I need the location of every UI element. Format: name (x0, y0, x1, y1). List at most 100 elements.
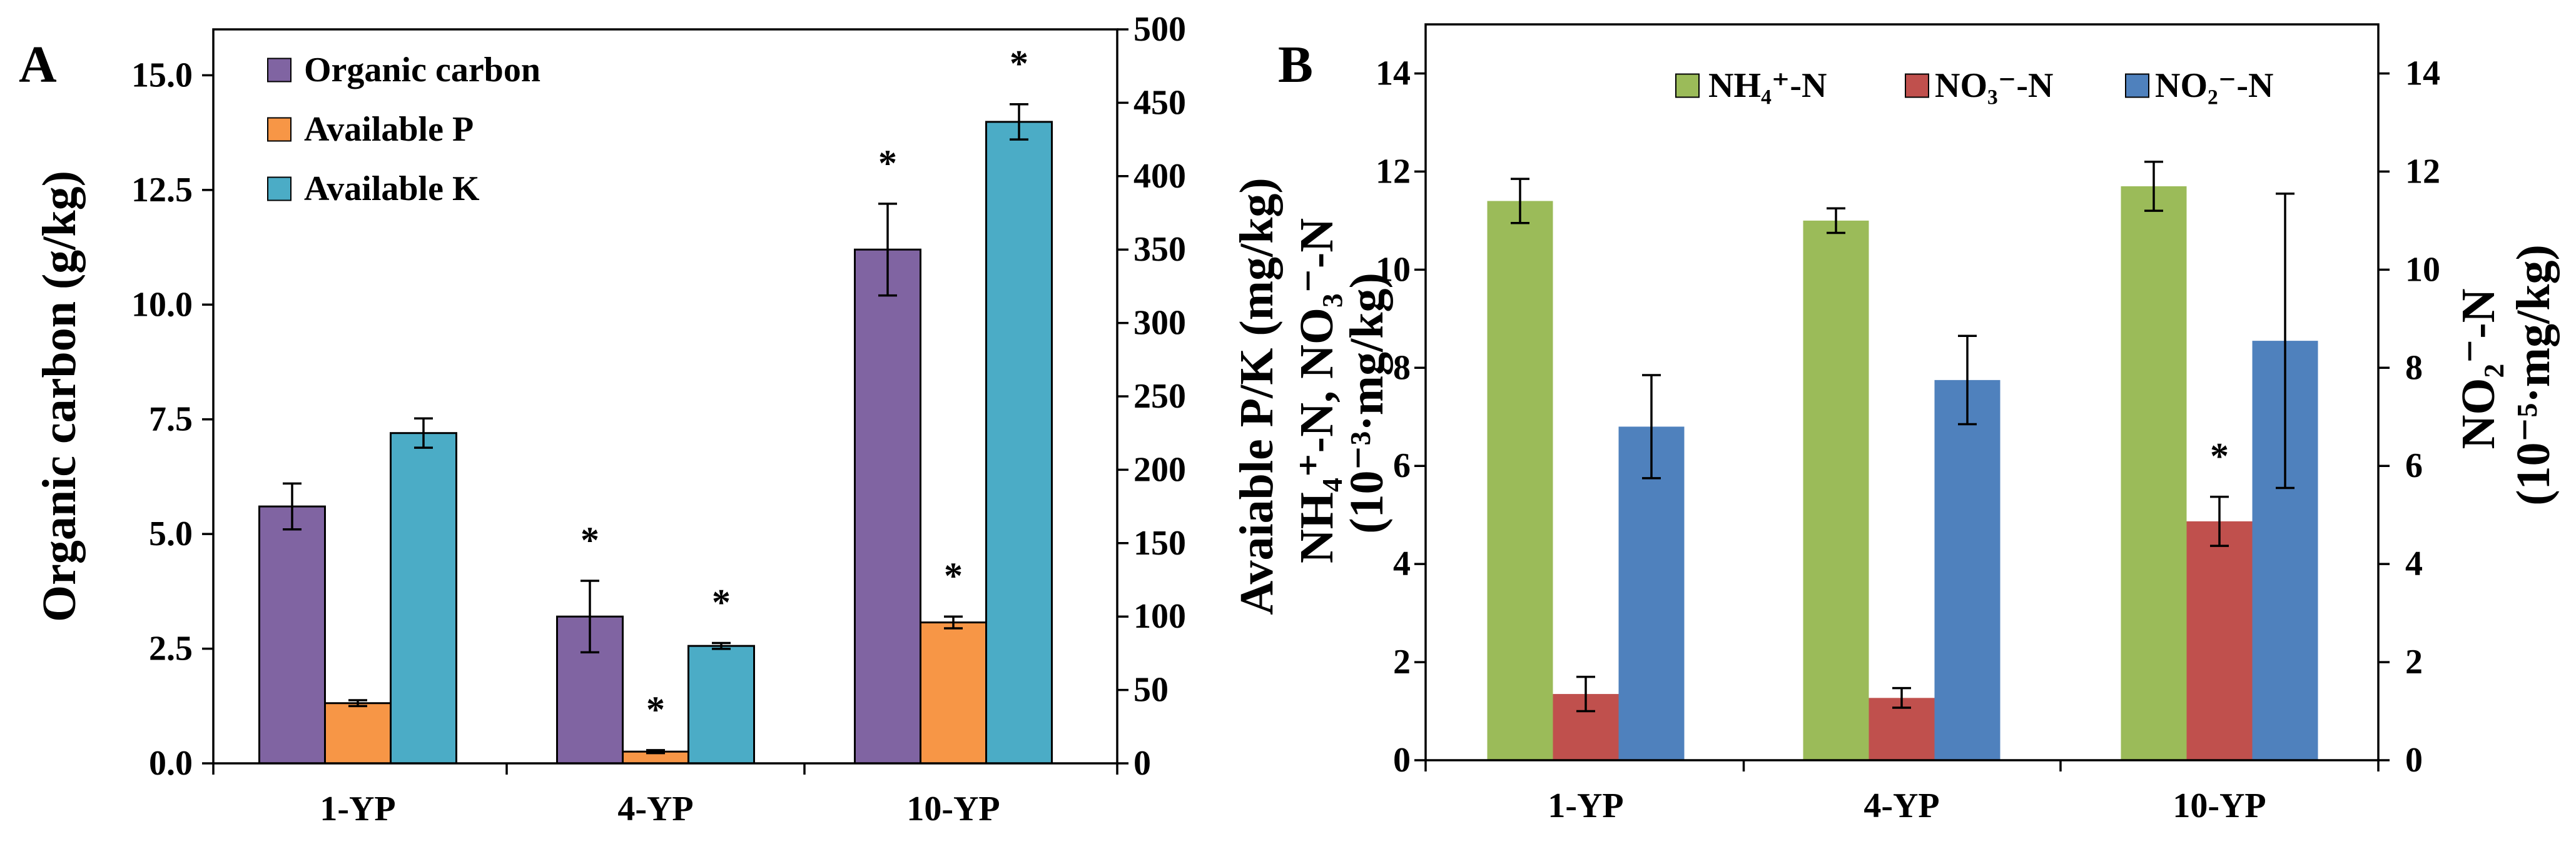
legend-label: Available P (304, 110, 474, 149)
error-bar-nh4-n-1-yp (1511, 178, 1529, 224)
y-tick-label-left: 14 (1376, 54, 1411, 93)
x-tick-label-10-yp: 10-YP (2173, 786, 2266, 825)
y-tick-label-left: 12 (1376, 152, 1411, 191)
bar-organic-carbon-1-yp (258, 505, 326, 765)
x-tick-label-1-yp: 1-YP (1548, 786, 1623, 825)
y-tick-label-right: 150 (1133, 524, 1186, 563)
y-tick-label-left: 10.0 (131, 285, 193, 324)
error-bars: * * * * * * (283, 43, 1028, 755)
y-tick-label-right: 2 (2405, 643, 2423, 681)
error-bar-organic-carbon-4-yp (581, 580, 599, 654)
legend-item-no3-n: NO₃⁻-N (1905, 66, 2053, 105)
y-tick-label-left: 12.5 (131, 171, 193, 209)
panel-label-b: B (1278, 36, 1313, 94)
x-axis: 1-YP 4-YP 10-YP (1424, 760, 2380, 825)
legend-item-no2-n: NO₂⁻-N (2125, 66, 2273, 105)
y-tick-label-right: 0 (2405, 741, 2423, 780)
significance-marker-organic-carbon-10-yp: * (878, 143, 897, 184)
y-axis-title-right-b-line2: (10⁻⁵·mg/kg) (2507, 244, 2560, 506)
legend: NH₄⁺-N NO₃⁻-N NO₂⁻-N (1675, 66, 2273, 105)
legend-item-nh4-n: NH₄⁺-N (1675, 66, 1827, 105)
bar-available-k-1-yp (390, 432, 457, 765)
significance-marker-organic-carbon-4-yp: * (581, 520, 599, 561)
error-bar-no2-n-1-yp (1642, 374, 1661, 480)
y-tick-label-left: 0 (1393, 741, 1411, 780)
y-axis-title-right-a: Avaiable P/K (mg/kg) (1230, 178, 1283, 615)
y-tick-label-left: 5.0 (149, 515, 193, 553)
y-tick-label-right: 10 (2405, 250, 2440, 289)
y-tick-label-right: 12 (2405, 152, 2440, 191)
legend-swatch (267, 58, 292, 83)
plot-frame (1424, 23, 2380, 761)
bar-available-k-10-yp (985, 121, 1053, 765)
bar-available-k-4-yp (687, 645, 755, 765)
x-tick-label-4-yp: 4-YP (1864, 786, 1939, 825)
y-tick-label-left: 0.0 (149, 744, 193, 783)
error-bar-nh4-n-10-yp (2144, 160, 2163, 212)
legend-label: NO₃⁻-N (1935, 66, 2053, 105)
legend-label: Available K (304, 169, 480, 208)
error-bars: * (1511, 160, 2295, 713)
y-axis-right: 0 50 100 150 200 250 300 350 400 450 500 (1117, 10, 1186, 783)
y-tick-label-right: 0 (1133, 744, 1151, 783)
bar-no3-n-10-yp (2186, 521, 2253, 760)
significance-marker-available-p-10-yp: * (944, 555, 963, 596)
legend-swatch (267, 117, 292, 142)
plot-frame (212, 28, 1118, 765)
significance-marker-available-p-4-yp: * (646, 689, 665, 730)
error-bar-no3-n-1-yp (1576, 675, 1595, 713)
bar-organic-carbon-10-yp (854, 248, 921, 765)
y-tick-label-left: 2.5 (149, 630, 193, 668)
significance-marker-available-k-10-yp: * (1010, 43, 1028, 84)
y-tick-label-right: 4 (2405, 545, 2423, 583)
legend-label: Organic carbon (304, 51, 540, 89)
x-tick-label-4-yp: 4-YP (617, 790, 693, 828)
panel-label-a: A (19, 36, 57, 94)
y-axis-left: 0.0 2.5 5.0 7.5 10.0 12.5 15.0 (131, 56, 213, 783)
y-axis-title-left-b-line1: NH₄⁺-N, NO₃⁻-N (1291, 218, 1343, 563)
chart-a: A Organic carbon (g/kg) Avaiable P/K (mg… (19, 10, 1283, 828)
y-tick-label-left: 10 (1376, 250, 1411, 289)
y-tick-label-right: 300 (1133, 304, 1186, 343)
y-tick-label-left: 2 (1393, 643, 1411, 681)
y-axis-title-right-b-line1: NO₂⁻-N (2452, 288, 2505, 449)
error-bar-available-p-1-yp (348, 699, 367, 708)
bar-available-p-1-yp (324, 702, 392, 765)
bar-nh4-n-1-yp (1487, 201, 1553, 761)
error-bar-organic-carbon-1-yp (283, 482, 302, 531)
x-tick-label-1-yp: 1-YP (320, 790, 395, 828)
y-axis-title-left-b-line2: (10⁻³·mg/kg) (1341, 273, 1393, 534)
bar-no2-n-4-yp (1934, 379, 2000, 760)
legend: Organic carbon Available P Available K (267, 51, 540, 208)
legend-swatch (1905, 73, 1929, 98)
y-tick-label-left: 15.0 (131, 56, 193, 94)
y-tick-label-left: 4 (1393, 545, 1411, 583)
bar-no2-n-1-yp (1618, 426, 1685, 760)
error-bar-nh4-n-4-yp (1827, 207, 1845, 234)
y-tick-label-right: 8 (2405, 348, 2423, 387)
chart-b: B NH₄⁺-N, NO₃⁻-N (10⁻³·mg/kg) NO₂⁻-N (10… (1278, 23, 2560, 825)
bar-nh4-n-10-yp (2121, 186, 2187, 760)
error-bar-available-p-10-yp (944, 615, 963, 630)
y-tick-label-right: 6 (2405, 446, 2423, 485)
error-bar-available-k-1-yp (414, 417, 433, 449)
y-tick-label-right: 50 (1133, 671, 1169, 710)
y-tick-label-left: 8 (1393, 348, 1411, 387)
y-axis-title-left-a: Organic carbon (g/kg) (33, 171, 86, 622)
error-bar-available-k-10-yp (1010, 103, 1028, 141)
x-tick-label-10-yp: 10-YP (906, 790, 1000, 828)
significance-marker-no3-n-10-yp: * (2210, 436, 2229, 477)
y-tick-label-right: 450 (1133, 83, 1186, 122)
error-bar-organic-carbon-10-yp (878, 203, 897, 297)
y-tick-label-right: 250 (1133, 377, 1186, 416)
x-axis: 1-YP 4-YP 10-YP (212, 763, 1118, 828)
y-tick-label-right: 100 (1133, 597, 1186, 636)
legend-item-available-p: Available P (267, 110, 474, 149)
y-tick-label-right: 400 (1133, 157, 1186, 196)
bars (1487, 186, 2318, 761)
bar-nh4-n-4-yp (1803, 220, 1869, 760)
legend-label: NH₄⁺-N (1708, 66, 1827, 105)
y-tick-label-right: 14 (2405, 54, 2440, 93)
legend-item-organic-carbon: Organic carbon (267, 51, 540, 89)
